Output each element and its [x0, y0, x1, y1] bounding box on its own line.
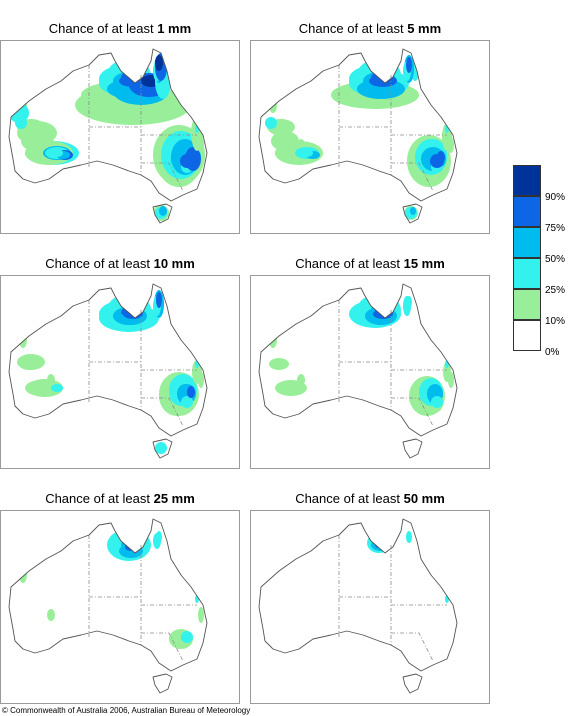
- probability-area: [51, 384, 63, 392]
- map-panel-25mm: Chance of at least 25 mm: [0, 488, 240, 704]
- panel-title: Chance of at least 50 mm: [295, 491, 445, 506]
- probability-area: [181, 396, 193, 408]
- map-canvas: [8, 518, 208, 694]
- tasmania-coastline: [152, 203, 173, 224]
- australia-map: [250, 40, 490, 234]
- legend-label: 90%: [545, 192, 566, 203]
- map-canvas: [258, 283, 458, 459]
- legend-swatch: [513, 258, 541, 289]
- map-canvas: [8, 283, 208, 459]
- probability-area: [181, 631, 193, 643]
- probability-area: [47, 374, 55, 386]
- panel-title: Chance of at least 15 mm: [295, 256, 445, 271]
- legend-swatch: [513, 227, 541, 258]
- australia-map: [0, 510, 240, 704]
- probability-area: [155, 442, 167, 454]
- copyright-notice: © Commonwealth of Australia 2006, Austra…: [2, 706, 251, 715]
- probability-area: [406, 57, 412, 73]
- probability-area: [156, 531, 162, 543]
- mainland-coastline: [258, 48, 458, 202]
- probability-area: [15, 117, 27, 129]
- map-panel-15mm: Chance of at least 15 mm: [250, 253, 490, 469]
- legend-swatch: [513, 196, 541, 227]
- mainland-coastline: [8, 518, 208, 672]
- panel-title: Chance of at least 10 mm: [45, 256, 195, 271]
- map-panel-5mm: Chance of at least 5 mm: [250, 18, 490, 234]
- australia-map: [250, 510, 490, 704]
- tasmania-coastline: [152, 673, 173, 694]
- state-borders: [338, 535, 447, 662]
- australia-map: [250, 275, 490, 469]
- probability-area: [187, 151, 195, 163]
- probability-area: [406, 531, 412, 543]
- state-borders: [88, 65, 197, 192]
- panel-title: Chance of at least 5 mm: [298, 21, 442, 36]
- legend-label: 10%: [545, 316, 566, 327]
- probability-area: [156, 292, 162, 308]
- legend-swatch: [513, 289, 541, 320]
- probability-area: [187, 386, 195, 398]
- state-borders: [338, 300, 447, 427]
- probability-area: [198, 607, 204, 623]
- probability-area: [19, 332, 27, 348]
- rainfall-probability-shading: [367, 531, 449, 603]
- tasmania-coastline: [402, 673, 423, 694]
- probability-area: [269, 97, 277, 113]
- probability-area: [269, 332, 277, 348]
- legend-swatch: [513, 320, 541, 351]
- map-canvas: [8, 48, 208, 224]
- tasmania-coastline: [152, 438, 173, 459]
- probability-area: [448, 137, 454, 153]
- probability-area: [160, 207, 166, 215]
- probability-area: [297, 374, 305, 386]
- probability-area: [269, 358, 289, 370]
- panel-title: Chance of at least 25 mm: [45, 491, 195, 506]
- probability-area: [406, 296, 412, 308]
- legend-label: 75%: [545, 223, 566, 234]
- probability-area: [51, 149, 63, 157]
- map-canvas: [258, 518, 458, 694]
- map-panel-50mm: Chance of at least 50 mm: [250, 488, 490, 704]
- legend-label: 0%: [545, 347, 560, 358]
- tasmania-coastline: [402, 438, 423, 459]
- probability-area: [47, 609, 55, 621]
- panel-title: Chance of at least 1 mm: [48, 21, 192, 36]
- probability-area: [301, 149, 313, 157]
- probability-area: [198, 372, 204, 388]
- probability-area: [265, 117, 277, 129]
- probability-area: [155, 55, 163, 71]
- state-borders: [88, 535, 197, 662]
- state-borders: [338, 65, 447, 192]
- legend-label: 25%: [545, 285, 566, 296]
- probability-area: [410, 207, 416, 215]
- legend-label: 50%: [545, 254, 566, 265]
- rainfall-probability-shading: [269, 294, 454, 416]
- map-canvas: [258, 48, 458, 224]
- probability-area: [437, 151, 445, 163]
- rainfall-probability-shading: [265, 55, 454, 220]
- australia-map: [0, 40, 240, 234]
- probability-area: [198, 137, 204, 153]
- probability-area: [448, 372, 454, 388]
- state-borders: [88, 300, 197, 427]
- rainfall-probability-shading: [9, 53, 205, 221]
- rainfall-probability-shading: [17, 290, 204, 454]
- probability-area: [19, 567, 27, 583]
- mainland-coastline: [8, 283, 208, 437]
- australia-map: [0, 275, 240, 469]
- tasmania-coastline: [402, 203, 423, 224]
- map-panel-1mm: Chance of at least 1 mm: [0, 18, 240, 234]
- mainland-coastline: [258, 283, 458, 437]
- probability-area: [431, 396, 443, 408]
- mainland-coastline: [258, 518, 458, 672]
- map-panel-10mm: Chance of at least 10 mm: [0, 253, 240, 469]
- probability-area: [19, 358, 39, 370]
- mainland-coastline: [8, 48, 208, 202]
- legend-swatch: [513, 165, 541, 196]
- rainfall-probability-shading: [19, 529, 204, 649]
